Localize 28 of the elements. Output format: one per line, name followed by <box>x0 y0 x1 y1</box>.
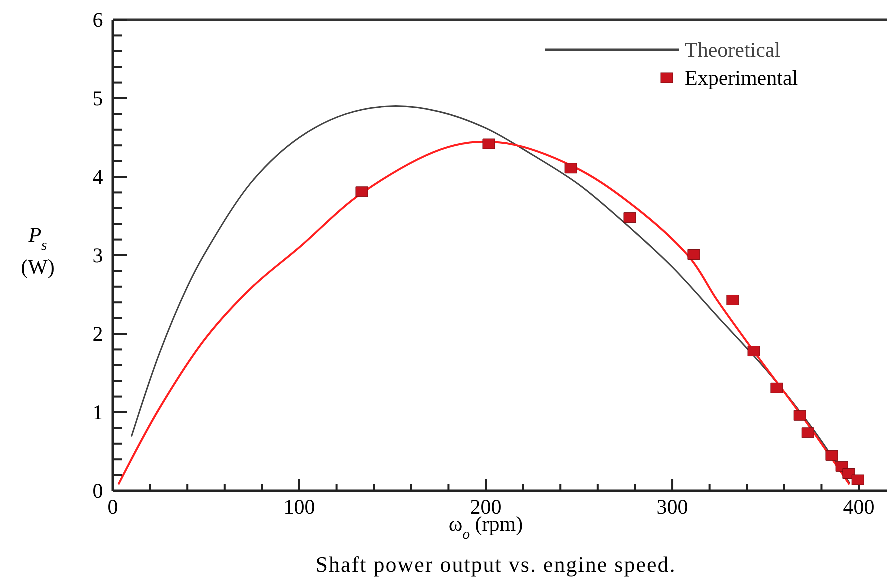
y-tick-label: 2 <box>92 322 104 346</box>
y-tick-label: 6 <box>92 8 104 32</box>
y-tick-label: 5 <box>92 86 104 110</box>
y-tick-label: 3 <box>92 244 104 268</box>
text: Shaft power output vs. engine speed. <box>316 552 676 577</box>
point <box>564 163 578 174</box>
text: Theoretical <box>685 38 781 62</box>
point <box>688 249 700 260</box>
y-tick-label: 0 <box>92 479 104 503</box>
point <box>852 474 864 486</box>
y-tick-label: 4 <box>92 165 104 189</box>
point <box>826 450 838 461</box>
y-axis-title: P$_{s}$ (W) <box>21 223 55 279</box>
x-tick-label: 0 <box>108 495 118 519</box>
point <box>482 138 496 150</box>
y-tick-label: 1 <box>92 400 104 424</box>
point <box>794 410 806 421</box>
x-tick-label: 100 <box>284 495 316 519</box>
legend-label: Experimental <box>685 66 798 90</box>
x-tick-label: 400 <box>843 495 875 519</box>
point <box>842 468 856 479</box>
point <box>770 382 784 394</box>
point <box>624 212 636 224</box>
point <box>726 294 740 306</box>
x-tick-label: 300 <box>656 495 688 519</box>
point <box>802 428 814 438</box>
point <box>748 346 760 357</box>
point <box>356 186 368 198</box>
